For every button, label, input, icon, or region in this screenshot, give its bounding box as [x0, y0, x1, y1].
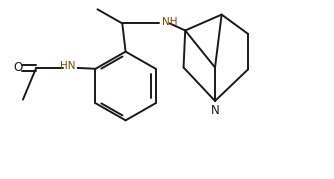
Text: O: O [13, 61, 23, 74]
Text: HN: HN [60, 61, 76, 71]
Text: NH: NH [162, 17, 178, 27]
Text: N: N [211, 105, 219, 117]
